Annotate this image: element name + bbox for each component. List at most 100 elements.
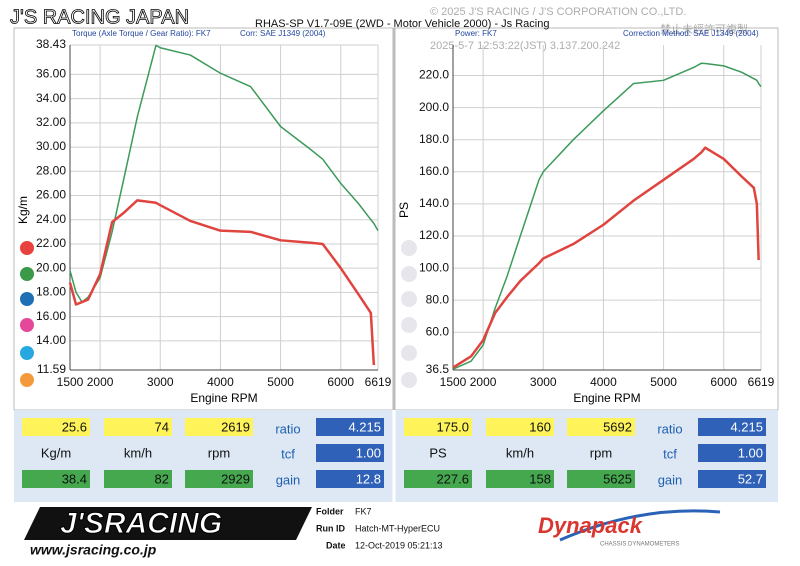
chart-subtitle: Corr: SAE J1349 (2004): [240, 29, 326, 38]
cell-text: rpm: [590, 445, 612, 460]
cell: [404, 470, 472, 488]
x-tick-label: 6619: [365, 375, 392, 389]
logo: J'SRACING: [60, 507, 222, 540]
x-tick-label: 3000: [530, 375, 557, 389]
cell: [316, 470, 384, 488]
x-tick-label: 3000: [147, 375, 174, 389]
folder: FK7: [355, 506, 372, 516]
y-axis-label: Kg/m: [16, 196, 30, 224]
cell: [316, 444, 384, 462]
dyno: Dynapack: [538, 513, 644, 538]
cell-text: 52.7: [738, 471, 763, 486]
run: Hatch-MT-HyperECU: [355, 523, 440, 533]
cell: [486, 418, 554, 436]
series-line: [452, 62, 762, 370]
cell-text: tcf: [663, 446, 677, 461]
legend-dots: [20, 240, 417, 388]
cell-text: 160: [529, 419, 551, 434]
cell-text: tcf: [281, 446, 295, 461]
cell: [404, 418, 472, 436]
y-tick-label: 20.00: [36, 260, 66, 274]
software: RHAS-SP V1.7-09E (2WD - Motor Vehicle 20…: [255, 18, 549, 30]
cell: [698, 470, 766, 488]
cell-text: Kg/m: [41, 445, 71, 460]
chart-title: Torque (Axle Torque / Gear Ratio): FK7: [72, 29, 211, 38]
y-tick-label: 36.5: [426, 362, 450, 376]
cell: [104, 470, 172, 488]
y-tick-label: 26.00: [36, 188, 66, 202]
legend-dot: [401, 291, 417, 307]
cell-text: 2619: [221, 419, 250, 434]
cell-text: 175.0: [436, 419, 469, 434]
y-tick-label: 36.00: [36, 67, 66, 81]
y-tick-label: 38.43: [36, 37, 66, 51]
cell-text: 25.6: [62, 419, 87, 434]
y-tick-label: 16.00: [36, 309, 66, 323]
cell-text: ratio: [275, 421, 300, 436]
cell-text: 2929: [221, 471, 250, 486]
x-tick-label: 4000: [590, 375, 617, 389]
x-tick-label: 2000: [87, 375, 114, 389]
watermark: © 2025 J'S RACING / J'S CORPORATION CO.,…: [430, 6, 686, 18]
y-tick-label: 200.0: [419, 100, 449, 114]
swoosh: [559, 509, 721, 542]
y-tick-label: 22.00: [36, 236, 66, 250]
y-axis-label: PS: [397, 202, 411, 218]
y-tick-label: 24.00: [36, 212, 66, 226]
legend-dot: [401, 345, 417, 361]
run-label: Run ID: [316, 523, 345, 533]
legend-dot: [401, 240, 417, 256]
logo-back: [24, 507, 312, 540]
y-tick-label: 18.00: [36, 285, 66, 299]
cell-text: km/h: [124, 445, 152, 460]
legend-dot: [20, 373, 34, 387]
series-line: [452, 146, 760, 369]
cell: [22, 470, 90, 488]
cell-text: 4.215: [348, 419, 381, 434]
y-tick-label: 140.0: [419, 196, 449, 210]
x-tick-label: 6619: [748, 375, 775, 389]
cell-text: 158: [529, 471, 551, 486]
cell: [185, 470, 253, 488]
watermark: 2025-5-7 12:53:22(JST) 3.137.200.242: [430, 40, 620, 52]
cell-text: PS: [429, 445, 447, 460]
y-tick-label: 32.00: [36, 115, 66, 129]
cell: [567, 418, 635, 436]
x-tick-label: 6000: [327, 375, 354, 389]
watermark: 禁止未經許可複製: [660, 22, 748, 36]
y-tick-label: 60.0: [426, 324, 450, 338]
y-tick-label: 180.0: [419, 132, 449, 146]
cell-text: rpm: [208, 445, 230, 460]
x-axis-label: Engine RPM: [190, 391, 257, 405]
cell-text: 82: [155, 471, 169, 486]
cell: [698, 418, 766, 436]
cell-text: 12.8: [356, 471, 381, 486]
date: 12-Oct-2019 05:21:13: [355, 540, 443, 550]
dyno-sub: CHASSIS DYNAMOMETERS: [600, 542, 679, 548]
cell: [104, 418, 172, 436]
x-tick-label: 5000: [650, 375, 677, 389]
y-tick-label: 160.0: [419, 164, 449, 178]
x-tick-label: 2000: [470, 375, 497, 389]
legend-dot: [401, 372, 417, 388]
y-tick-label: 14.00: [36, 333, 66, 347]
date-label: Date: [326, 540, 346, 550]
legend-dot: [20, 241, 34, 255]
url: www.jsracing.co.jp: [30, 542, 157, 558]
footer: J'SRACING www.jsracing.co.jp Folder FK7 …: [24, 506, 721, 558]
cell-text: 74: [155, 419, 169, 434]
cell: [185, 418, 253, 436]
x-tick-label: 1500: [440, 375, 467, 389]
y-tick-label: 220.0: [419, 68, 449, 82]
cell-text: 1.00: [738, 445, 763, 460]
cell-text: 5625: [603, 471, 632, 486]
chart-frame: [13, 27, 779, 411]
x-tick-label: 4000: [207, 375, 234, 389]
x-axis-label: Engine RPM: [573, 391, 640, 405]
x-tick-label: 5000: [267, 375, 294, 389]
y-tick-label: 120.0: [419, 228, 449, 242]
y-tick-label: 34.00: [36, 91, 66, 105]
y-tick-label: 100.0: [419, 260, 449, 274]
legend-dot: [20, 318, 34, 332]
